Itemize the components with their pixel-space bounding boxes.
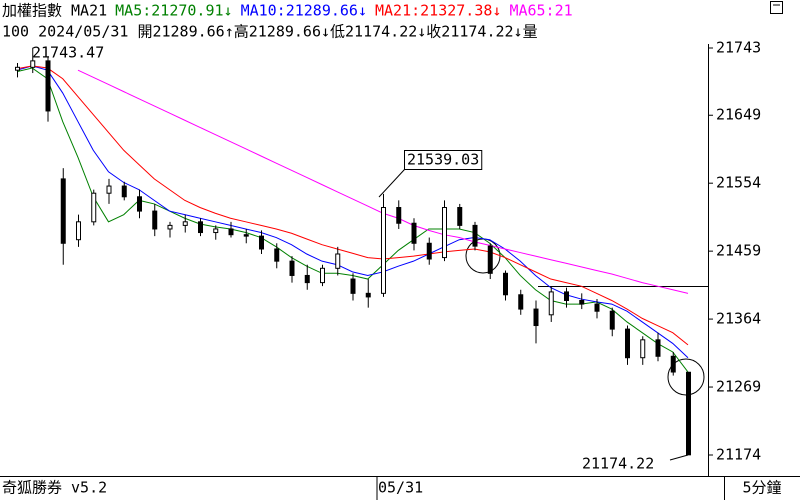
candle-body (274, 248, 280, 262)
y-tick-label: 21743 (716, 39, 761, 57)
y-tick-label: 21554 (716, 174, 761, 192)
annotation: 21539.03 (407, 151, 479, 169)
candle-body (472, 224, 478, 247)
candle-body (579, 299, 585, 305)
candle-body (625, 328, 630, 359)
candle-body (670, 355, 676, 373)
x-tick-label: 05/31 (378, 479, 423, 497)
legend-entry: MA21:21327.38↓ (375, 2, 501, 20)
candle-body (609, 310, 615, 330)
annotation-box (404, 150, 483, 170)
candle-body (335, 253, 341, 269)
candle-body (106, 185, 112, 194)
candle-body (457, 207, 463, 226)
candle-body (686, 371, 691, 456)
candle-body (365, 292, 371, 298)
legend-entry: MA65:21 (509, 2, 572, 20)
ma-line (16, 65, 689, 346)
candle-body (350, 278, 356, 294)
candle-body (213, 228, 219, 234)
candle-body (182, 221, 188, 226)
candle-body (426, 242, 432, 260)
annotation-leader (669, 454, 689, 461)
candle-body (289, 260, 295, 276)
period-label[interactable]: 5分鐘 (742, 479, 781, 497)
window-icon[interactable] (770, 1, 783, 14)
candle-body (396, 207, 402, 224)
chart-title: 加權指數 MA21 (2, 2, 107, 20)
annotation-leader (378, 169, 405, 198)
candle-body (320, 267, 325, 284)
annotation: 21174.22 (582, 455, 654, 473)
candle-body (121, 185, 127, 198)
candle-body (594, 303, 600, 312)
candle-body (243, 234, 249, 237)
candle-body (228, 228, 234, 236)
candle-body (518, 294, 524, 310)
candle-body (381, 207, 386, 294)
candle-body (548, 291, 554, 316)
y-tick-label: 21459 (716, 242, 761, 260)
candle-body (167, 224, 173, 230)
footer-text: 奇狐勝券 v5.2 (2, 479, 107, 497)
candle-body (564, 291, 569, 301)
annotation: 21743.47 (32, 44, 104, 62)
candle-body (152, 210, 158, 230)
candle-body (655, 339, 661, 357)
candle-body (198, 221, 203, 234)
candle-body (640, 339, 646, 359)
y-tick-label: 21269 (716, 378, 761, 396)
candle-body (533, 308, 539, 327)
candle-body (304, 274, 310, 284)
y-tick-label: 21364 (716, 310, 761, 328)
candle-body (15, 66, 20, 71)
candle-body (411, 222, 417, 244)
candle-body (442, 207, 447, 259)
candle-body (487, 245, 493, 274)
candle-body (503, 272, 508, 296)
candle-body (45, 60, 51, 112)
legend-entry: MA5:21270.91↓ (115, 2, 232, 20)
y-tick-label: 21174 (716, 445, 761, 463)
legend-entry: MA10:21289.66↓ (241, 2, 367, 20)
ma-line (16, 65, 689, 359)
candle-body (76, 221, 81, 241)
subtitle: 100 2024/05/31 開21289.66↑高21289.66↓低2117… (2, 23, 538, 41)
y-tick-label: 21649 (716, 106, 761, 124)
candle-body (60, 178, 66, 244)
candle-body (137, 196, 142, 212)
candle-body (30, 60, 36, 68)
candle-body (259, 235, 264, 250)
candle-body (91, 192, 97, 223)
